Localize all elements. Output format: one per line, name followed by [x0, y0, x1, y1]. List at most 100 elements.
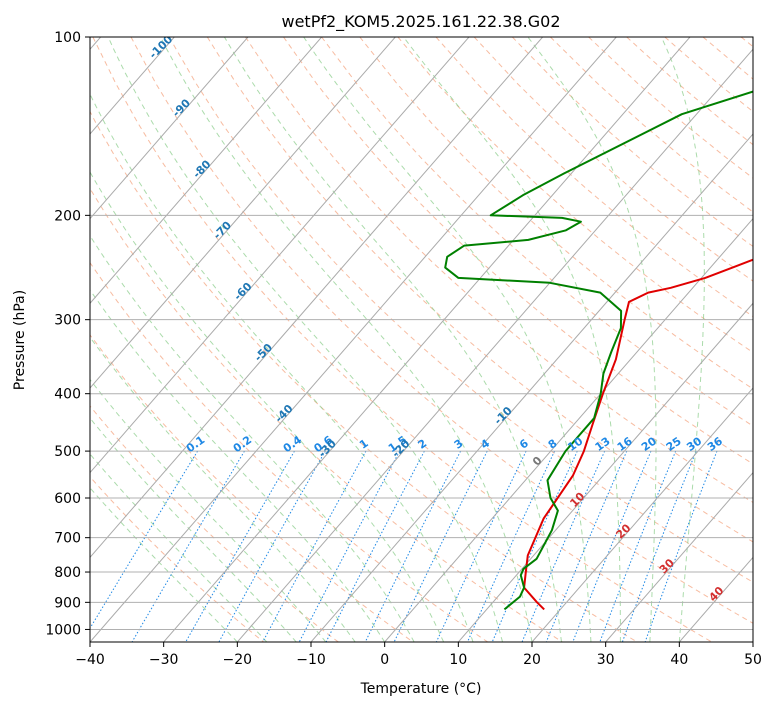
mixing-ratio-line [298, 450, 401, 642]
moist-adiabat [90, 453, 268, 642]
moist-adiabat [403, 37, 621, 642]
x-tick-label: −30 [149, 652, 179, 668]
isotherm-line [384, 217, 753, 642]
mixing-ratio-line [521, 450, 606, 642]
isotherm-line [90, 37, 544, 559]
x-tick-label: 50 [744, 652, 762, 668]
x-tick-label: −20 [223, 652, 253, 668]
y-tick-label: 400 [54, 387, 81, 403]
x-tick-label: 40 [670, 652, 688, 668]
isotherm-label: -10 [492, 404, 515, 427]
dewpoint-trace [444, 90, 753, 611]
isotherm-line [531, 387, 753, 642]
isotherm-label: -90 [170, 96, 193, 119]
y-tick-label: 600 [54, 491, 81, 507]
moist-adiabat [303, 37, 592, 642]
isotherm-label: 20 [613, 521, 633, 541]
dry-adiabat [473, 37, 753, 282]
mixing-ratio-label: 8 [546, 437, 560, 452]
moist-adiabat [90, 336, 356, 642]
isotherm-label: -80 [190, 157, 213, 180]
chart-title: wetPf2_KOM5.2025.161.22.38.G02 [281, 12, 560, 32]
x-tick-label: 0 [380, 652, 389, 668]
mixing-ratio-label: 3 [452, 437, 466, 452]
isotherm-line [236, 48, 753, 642]
isotherm-line [678, 556, 753, 642]
isotherm-line [90, 37, 249, 220]
mixing-ratio-label: 2 [416, 437, 430, 452]
moist-adiabat [660, 37, 705, 642]
mixing-ratio-line [262, 450, 367, 642]
mixing-ratio-line [131, 450, 245, 642]
x-tick-label: −10 [296, 652, 326, 668]
isotherm-line [90, 37, 176, 135]
moist-adiabat [223, 37, 562, 642]
dry-adiabat [90, 110, 639, 642]
mixing-ratio-line [435, 450, 527, 642]
moist-adiabat [90, 417, 297, 642]
x-tick-label: −40 [75, 652, 105, 668]
x-axis-label: Temperature (°C) [360, 681, 482, 697]
mixing-ratio-label: 6 [517, 437, 531, 452]
isotherm-line [90, 37, 397, 389]
y-tick-label: 800 [54, 565, 81, 581]
y-tick-label: 200 [54, 208, 81, 224]
moist-adiabat [107, 37, 503, 642]
x-tick-label: 30 [597, 652, 615, 668]
isotherm-label: 30 [657, 556, 677, 576]
x-tick-label: 10 [449, 652, 467, 668]
dry-adiabat [90, 334, 414, 642]
moist-adiabat [527, 37, 657, 642]
moist-adiabat [90, 234, 415, 642]
y-tick-label: 1000 [45, 622, 81, 638]
dry-adiabat [90, 405, 340, 642]
isotherm-line [0, 0, 3, 654]
isotherm-line [163, 37, 691, 642]
isotherm-label: -50 [252, 341, 275, 364]
moist-adiabat [90, 289, 386, 642]
y-tick-label: 100 [54, 30, 81, 46]
mixing-ratio-line [364, 450, 462, 642]
isotherm-label: 40 [706, 584, 726, 604]
x-tick-label: 20 [523, 652, 541, 668]
dry-adiabat [740, 37, 753, 48]
temperature-trace [523, 258, 753, 611]
mixing-ratio-line [644, 450, 718, 642]
y-tick-label: 700 [54, 531, 81, 547]
mixing-ratio-label: 0.1 [184, 433, 207, 455]
dry-adiabat [90, 187, 564, 642]
isotherm-label: -70 [211, 219, 234, 242]
isotherm-line [90, 37, 323, 305]
isotherm-label: 10 [567, 490, 587, 510]
y-tick-label: 900 [54, 595, 81, 611]
y-axis-label: Pressure (hPa) [12, 290, 28, 390]
dry-adiabat [588, 37, 753, 179]
dry-adiabat [664, 37, 753, 113]
isotherm-line [90, 37, 618, 642]
moist-adiabat [90, 171, 445, 642]
dry-adiabat [435, 37, 753, 318]
mixing-ratio-line [185, 450, 295, 642]
dry-adiabat [283, 37, 753, 465]
isotherm-line [457, 302, 753, 642]
isotherm-line [752, 641, 753, 642]
mixing-ratio-label: 4 [478, 437, 492, 452]
mixing-ratio-line [545, 450, 628, 642]
isotherm-line [310, 133, 753, 642]
dry-adiabat [511, 37, 753, 247]
isotherm-label: -60 [231, 280, 254, 303]
y-tick-label: 500 [54, 444, 81, 460]
isotherm-line [605, 471, 753, 642]
y-tick-label: 300 [54, 313, 81, 329]
isotherm-label: -40 [272, 402, 295, 425]
dry-adiabat [130, 37, 753, 624]
plot-frame [89, 36, 754, 643]
dry-adiabat [90, 475, 265, 642]
moist-adiabat [160, 37, 533, 642]
moist-adiabat [90, 378, 327, 642]
mixing-ratio-line [621, 450, 697, 642]
mixing-ratio-label: 0.4 [281, 433, 305, 455]
moist-adiabat [90, 93, 474, 642]
dry-adiabat [702, 37, 753, 80]
